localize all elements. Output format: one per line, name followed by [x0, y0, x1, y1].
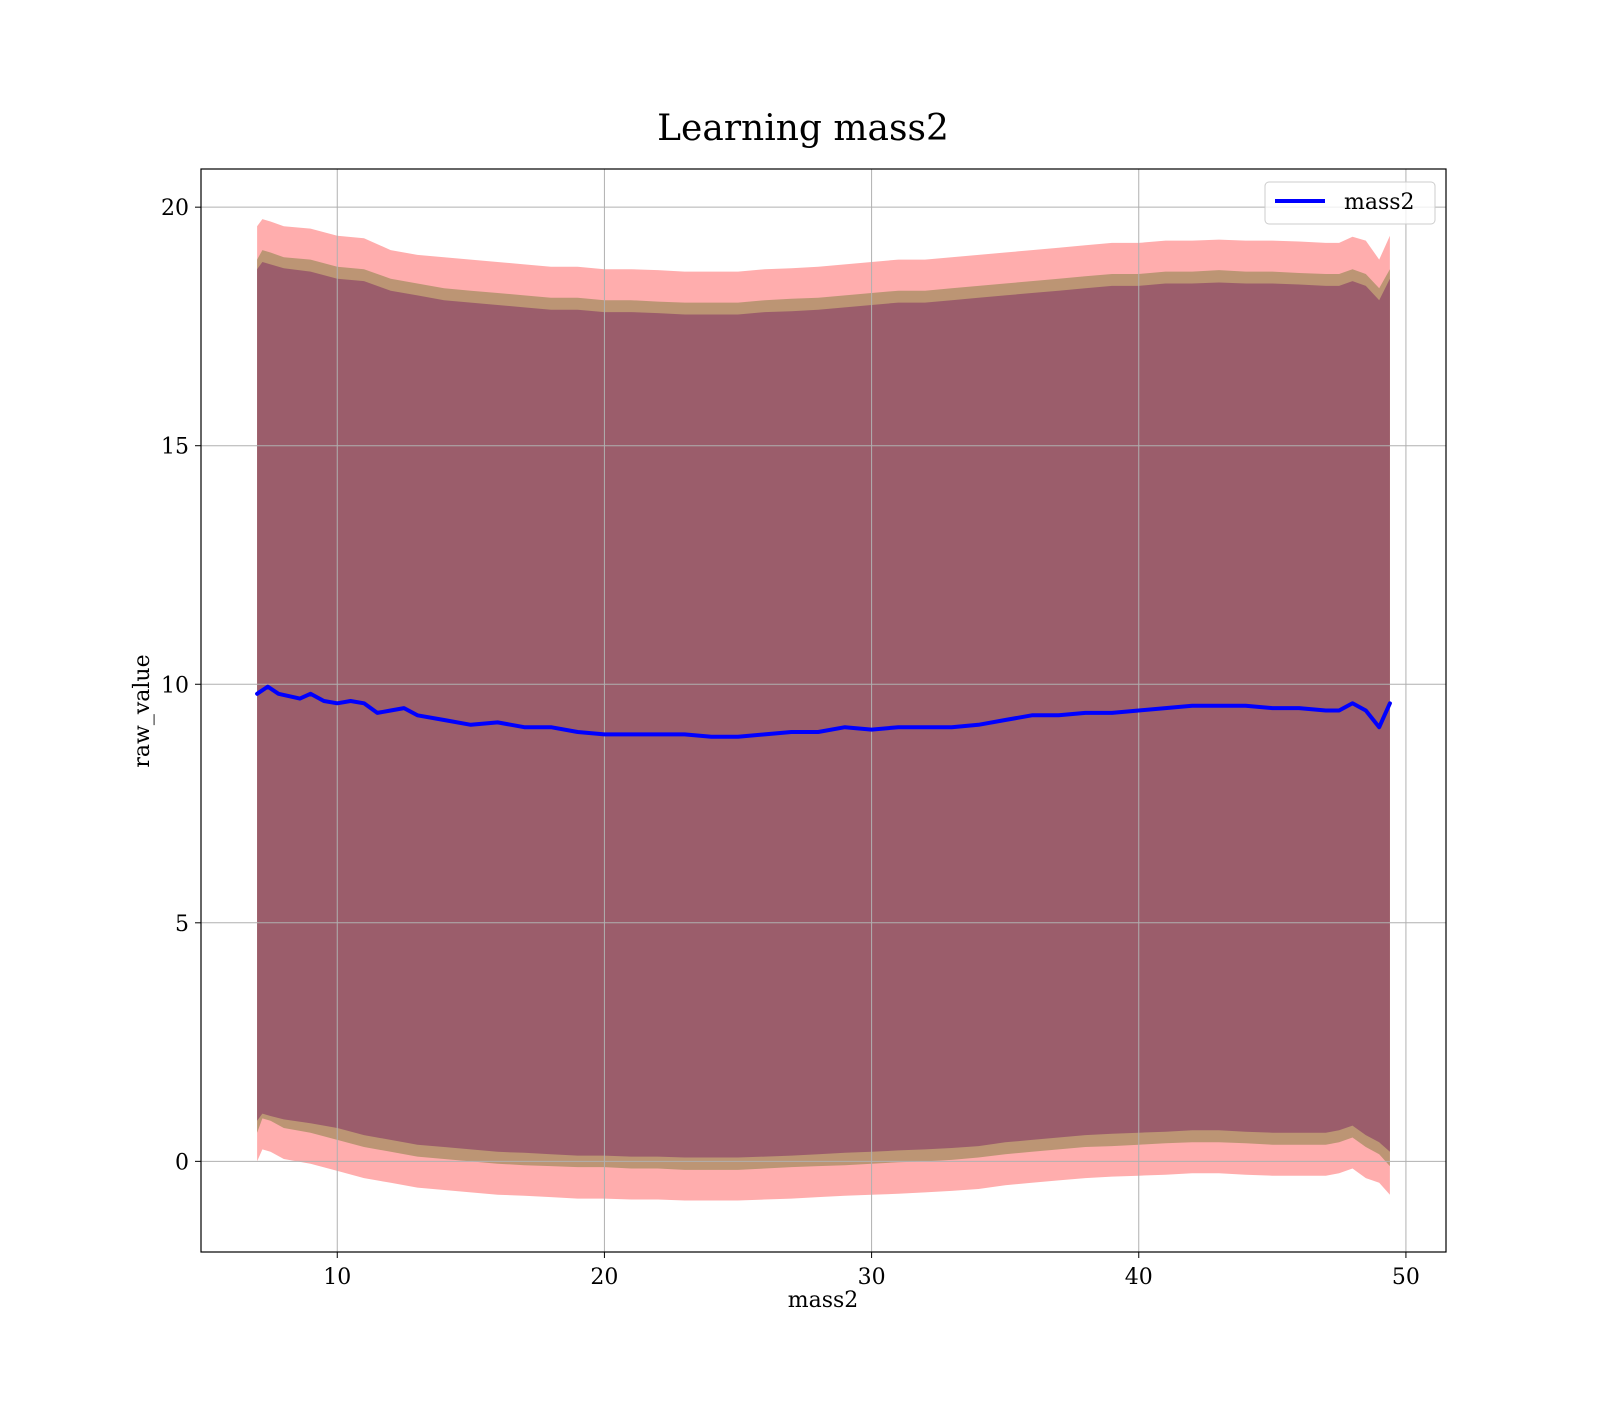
x-axis-ticks: 10 20 30 40 50 [323, 1252, 1420, 1290]
y-tick-label: 15 [161, 435, 189, 460]
x-tick-label: 50 [1392, 1265, 1420, 1290]
y-axis-label: raw_value [130, 654, 155, 767]
plot-frame [200, 168, 1447, 1253]
legend-box [1264, 181, 1436, 225]
series-lines [255, 684, 1392, 739]
y-tick-label: 10 [161, 673, 189, 698]
y-tick-label: 5 [175, 912, 189, 937]
y-axis-ticks: 0 5 10 15 20 [161, 196, 201, 1175]
x-tick-label: 10 [323, 1265, 351, 1290]
band-core [257, 262, 1390, 1158]
x-tick-label: 30 [858, 1265, 886, 1290]
y-tick-label: 20 [161, 196, 189, 221]
x-axis-label: mass2 [788, 1288, 859, 1313]
x-tick-label: 20 [590, 1265, 618, 1290]
y-tick-label: 0 [175, 1150, 189, 1175]
uncertainty-bands [257, 219, 1390, 1201]
legend-label-mass2: mass2 [1344, 190, 1415, 215]
x-tick-label: 40 [1125, 1265, 1153, 1290]
series-line-mass2 [255, 684, 1392, 739]
chart-title: Learning mass2 [657, 108, 949, 149]
legend: mass2 [1264, 181, 1436, 225]
